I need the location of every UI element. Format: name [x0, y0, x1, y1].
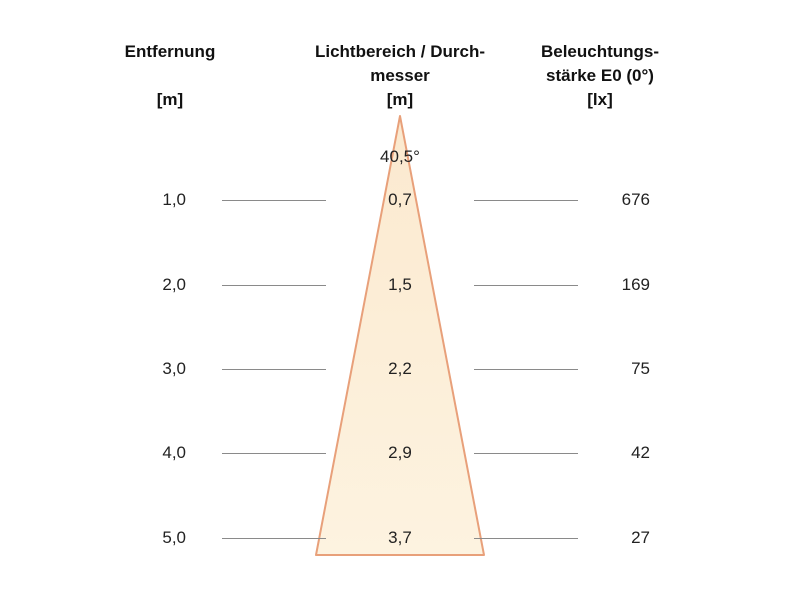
distance-value: 5,0: [162, 528, 186, 547]
illuminance-value: 75: [631, 359, 650, 378]
header-illuminance-line1: Beleuchtungs-: [540, 42, 660, 61]
guide-line-right: [474, 200, 578, 201]
illuminance-value: 42: [631, 443, 650, 462]
header-distance: Entfernung [m]: [100, 40, 240, 112]
header-diameter-line1: Lichtbereich / Durch-: [314, 42, 486, 61]
header-diameter-unit: [m]: [386, 90, 414, 109]
guide-line-left: [222, 453, 326, 454]
guide-line-right: [474, 369, 578, 370]
header-illuminance-unit: [lx]: [587, 90, 613, 109]
header-diameter: Lichtbereich / Durch- messer [m]: [305, 40, 495, 112]
distance-value: 4,0: [162, 443, 186, 462]
diameter-value: 2,9: [388, 443, 412, 462]
diameter-value: 0,7: [388, 190, 412, 209]
beam-angle-label: 40,5°: [380, 147, 420, 166]
header-distance-line1: Entfernung: [124, 42, 216, 61]
distance-value: 3,0: [162, 359, 186, 378]
header-distance-unit: [m]: [156, 90, 184, 109]
header-illuminance: Beleuchtungs- stärke E0 (0°) [lx]: [525, 40, 675, 112]
header-illuminance-line2: stärke E0 (0°): [546, 66, 654, 85]
guide-line-left: [222, 200, 326, 201]
header-diameter-line2: messer: [370, 66, 430, 85]
guide-line-left: [222, 538, 326, 539]
guide-line-left: [222, 285, 326, 286]
distance-value: 1,0: [162, 190, 186, 209]
light-cone: [315, 115, 485, 556]
diameter-value: 1,5: [388, 275, 412, 294]
illuminance-value: 169: [621, 275, 650, 294]
guide-line-right: [474, 538, 578, 539]
illuminance-value: 27: [631, 528, 650, 547]
guide-line-right: [474, 453, 578, 454]
diameter-value: 3,7: [388, 528, 412, 547]
illuminance-value: 676: [621, 190, 650, 209]
guide-line-left: [222, 369, 326, 370]
diameter-value: 2,2: [388, 359, 412, 378]
distance-value: 2,0: [162, 275, 186, 294]
guide-line-right: [474, 285, 578, 286]
